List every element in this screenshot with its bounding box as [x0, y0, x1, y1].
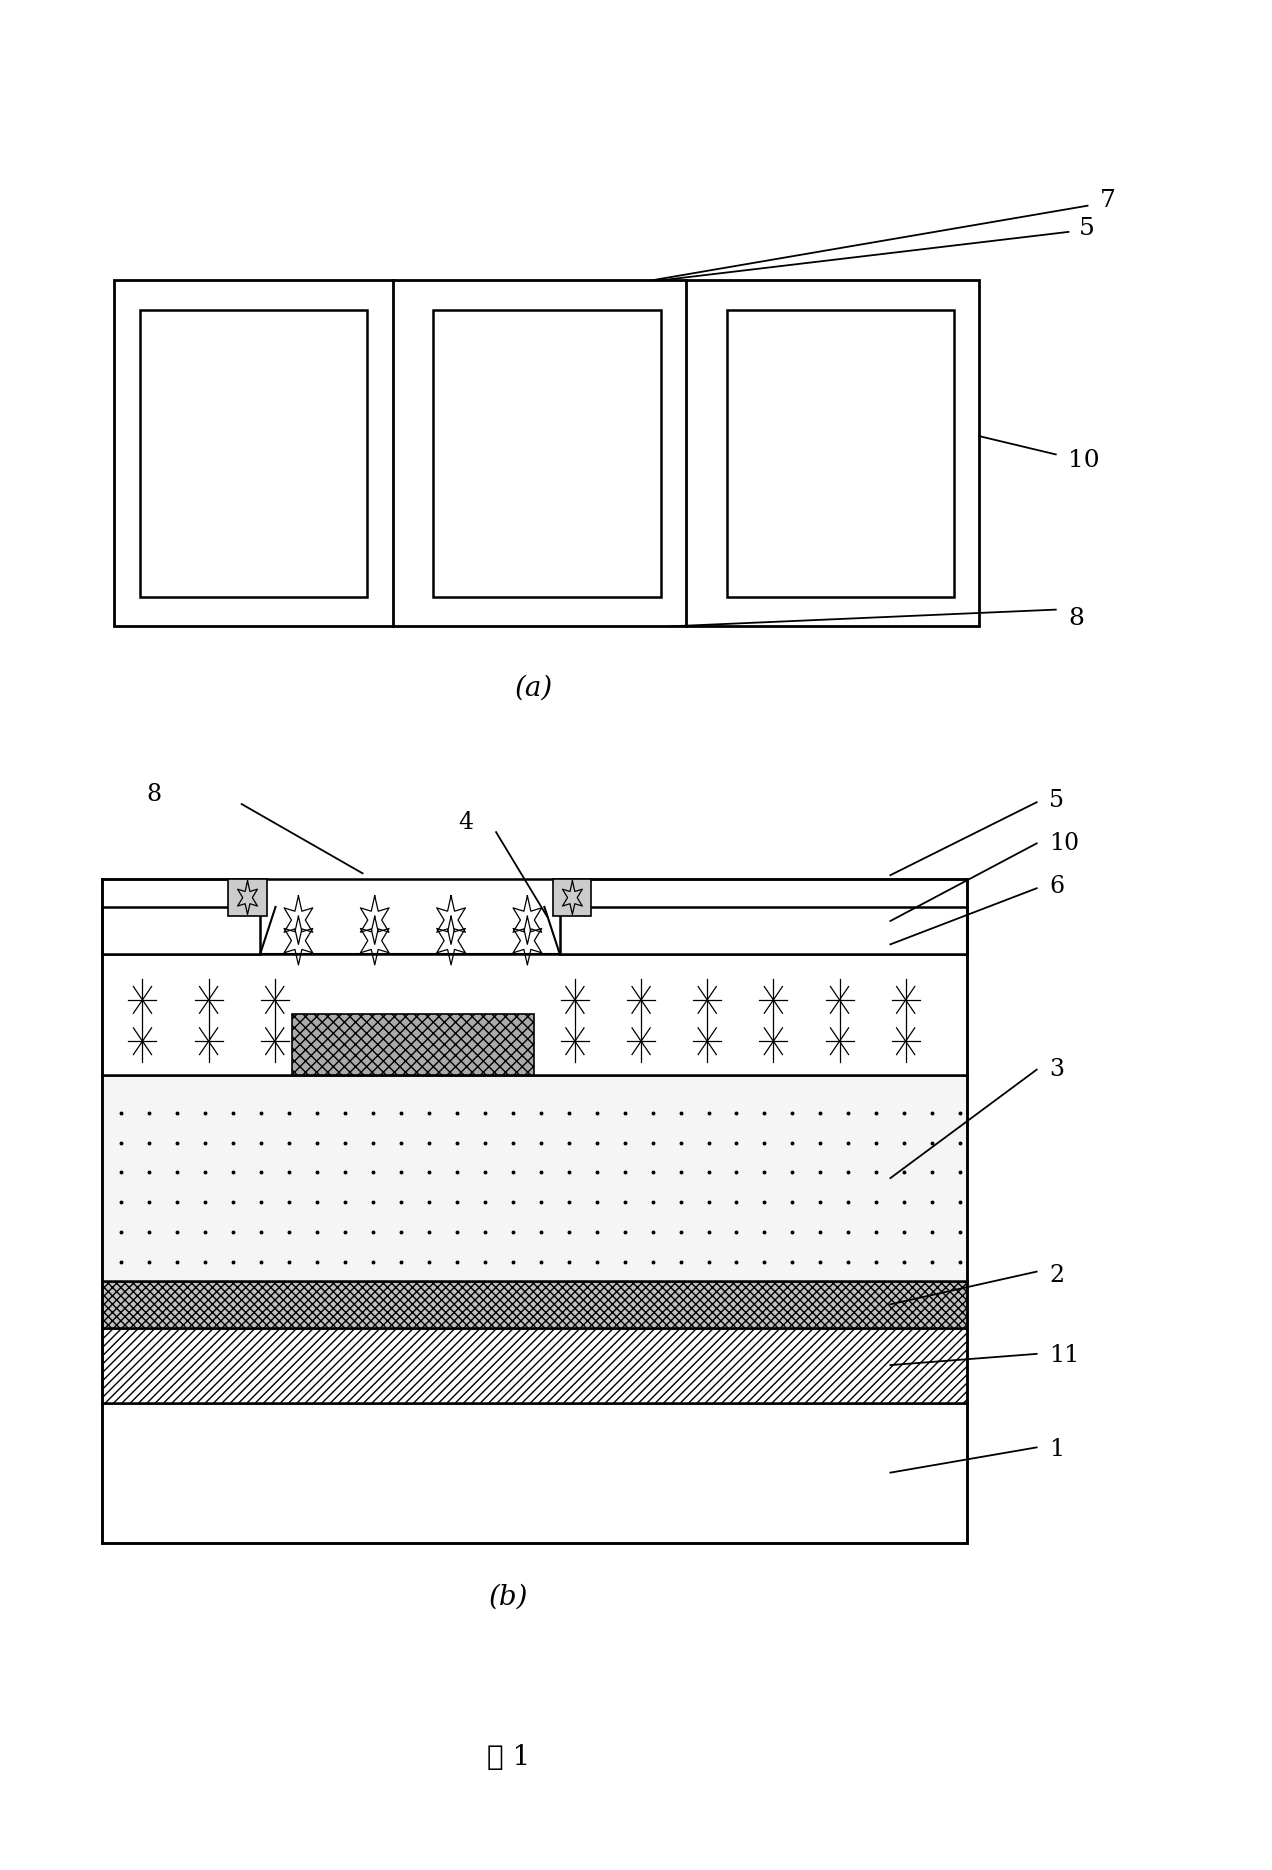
- Text: (a): (a): [515, 675, 553, 701]
- Bar: [102, 1402, 967, 1543]
- Text: 2: 2: [1049, 1264, 1065, 1287]
- Bar: [293, 1014, 534, 1075]
- Bar: [560, 907, 967, 954]
- Text: 11: 11: [1049, 1345, 1080, 1367]
- Text: (b): (b): [488, 1584, 529, 1610]
- Bar: [102, 1281, 967, 1328]
- Bar: [102, 1328, 967, 1402]
- Bar: [114, 280, 979, 626]
- Text: 1: 1: [1049, 1438, 1065, 1460]
- Bar: [140, 310, 368, 597]
- Bar: [102, 954, 967, 1075]
- Text: 7: 7: [1100, 189, 1116, 211]
- Text: 6: 6: [1049, 875, 1065, 898]
- Text: 8: 8: [1068, 608, 1084, 630]
- Text: 4: 4: [458, 812, 473, 834]
- Bar: [726, 310, 954, 597]
- Bar: [102, 1075, 967, 1281]
- Bar: [434, 310, 660, 597]
- Text: 5: 5: [1049, 789, 1065, 812]
- Text: 10: 10: [1049, 832, 1080, 855]
- Text: 5: 5: [1079, 217, 1094, 239]
- Text: 3: 3: [1049, 1058, 1065, 1081]
- Text: 10: 10: [1068, 449, 1100, 471]
- Bar: [102, 907, 261, 954]
- Bar: [553, 879, 591, 916]
- Text: 8: 8: [146, 784, 162, 806]
- Text: 图 1: 图 1: [487, 1745, 530, 1771]
- Bar: [229, 879, 267, 916]
